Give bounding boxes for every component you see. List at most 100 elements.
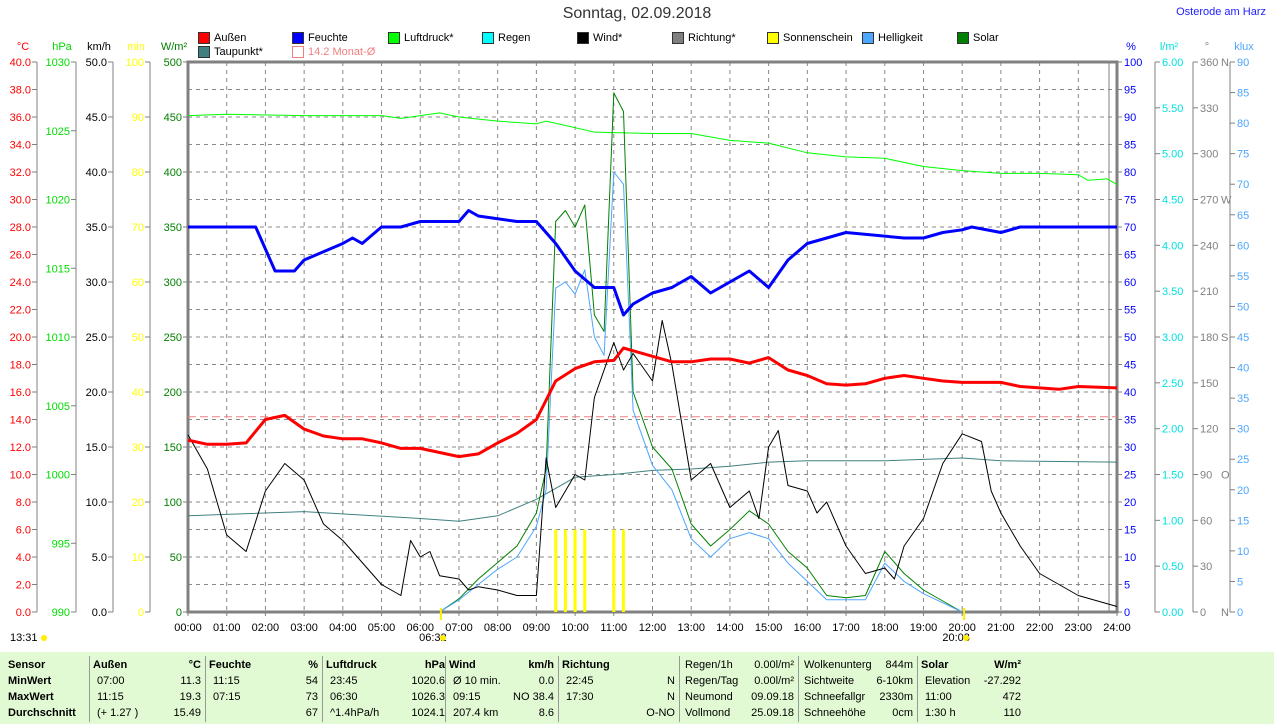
axis-tick-label: 22.0 [10, 305, 31, 317]
axis-tick-label: 25 [1237, 454, 1249, 466]
axis-tick-label: 1030 [46, 57, 70, 69]
axis-tick-label: 38.0 [10, 85, 31, 97]
x-tick-label: 08:00 [484, 622, 512, 634]
axis-tick-label: 4.00 [1162, 240, 1183, 252]
table-cell: N [667, 675, 675, 687]
axis-tick-label: 0.0 [92, 607, 107, 619]
table-cell: 0.0 [538, 675, 554, 687]
axis-tick-label: 45 [1124, 360, 1136, 372]
axis-tick-label: 15.0 [86, 442, 107, 454]
axis-tick-label: 0.50 [1162, 561, 1183, 573]
axis-tick-label: 20.0 [10, 332, 31, 344]
legend-swatch [672, 32, 684, 44]
axis-tick-label: 35.0 [86, 222, 107, 234]
location-label[interactable]: Osterode am Harz [1176, 6, 1266, 18]
table-cell: 1020.6 [411, 675, 445, 687]
legend-swatch [957, 32, 969, 44]
axis-tick-label: 20 [1124, 497, 1136, 509]
axis-tick-label: 270 [1200, 195, 1218, 207]
table-cell: Luftdruck [326, 659, 377, 671]
x-tick-label: 18:00 [871, 622, 899, 634]
x-tick-label: 01:00 [213, 622, 241, 634]
x-tick-label: 05:00 [368, 622, 396, 634]
axis-tick-label: 8.0 [16, 497, 31, 509]
axis-tick-label: 150 [1200, 378, 1218, 390]
table-cell: Richtung [562, 659, 610, 671]
axis-tick-label: 100 [126, 57, 144, 69]
page-title: Sonntag, 02.09.2018 [562, 5, 712, 22]
axis-tick-label: 30 [132, 442, 144, 454]
axis-tick-label: 4.0 [16, 552, 31, 564]
table-cell: km/h [528, 659, 554, 671]
compass-label: W [1221, 195, 1232, 207]
table-cell: 472 [1002, 691, 1021, 703]
table-cell: 54 [305, 675, 318, 687]
table-cell: 07:00 [97, 675, 125, 687]
axis-tick-label: 1000 [46, 470, 70, 482]
axis-tick-label: 20.0 [86, 387, 107, 399]
legend-item[interactable]: 14.2 Monat-Ø [292, 46, 375, 58]
table-cell: (+ 1.27 ) [97, 707, 139, 719]
table-cell: 1:30 h [925, 707, 956, 719]
x-tick-label: 15:00 [755, 622, 783, 634]
table-cell: 0.00l/m² [754, 675, 794, 687]
legend-item[interactable]: Taupunkt* [198, 46, 263, 58]
axis-tick-label: 210 [1200, 286, 1218, 298]
axis-tick-label: 10 [1124, 552, 1136, 564]
series-helligkeit [439, 171, 963, 613]
legend-item[interactable]: Sonnenschein [767, 32, 853, 44]
axis-tick-label: 150 [164, 442, 182, 454]
axis-unit-solar: W/m² [161, 41, 188, 53]
column-divider [917, 656, 918, 722]
axis-tick-label: 45 [1237, 332, 1249, 344]
axis-tick-label: 3.00 [1162, 332, 1183, 344]
axis-tick-label: 50 [1237, 301, 1249, 313]
x-tick-label: 00:00 [174, 622, 202, 634]
axis-tick-label: 70 [1237, 179, 1249, 191]
axis-tick-label: 20 [1237, 485, 1249, 497]
legend-item[interactable]: Außen [198, 32, 246, 44]
axis-tick-label: 10.0 [86, 497, 107, 509]
axis-tick-label: 5.50 [1162, 103, 1183, 115]
sunshine-bar [621, 529, 625, 612]
axis-tick-label: 50 [170, 552, 182, 564]
table-cell: Feuchte [209, 659, 252, 671]
axis-tick-label: 12.0 [10, 442, 31, 454]
legend-item[interactable]: Feuchte [292, 32, 348, 44]
axis-tick-label: 85 [1124, 140, 1136, 152]
axis-tick-label: 34.0 [10, 140, 31, 152]
axis-tick-label: 95 [1124, 85, 1136, 97]
axis-tick-label: 30 [1124, 442, 1136, 454]
legend-item[interactable]: Regen [482, 32, 530, 44]
x-tick-label: 23:00 [1065, 622, 1093, 634]
series-solar [439, 92, 963, 613]
axis-tick-label: 200 [164, 387, 182, 399]
axis-tick-label: 55 [1237, 271, 1249, 283]
axis-tick-label: 1005 [46, 401, 70, 413]
legend-item[interactable]: Luftdruck* [388, 32, 454, 44]
weather-chart: 0.0 2.0 4.0 6.0 8.0 10.0 12.0 14.0 16.0 18.0 20.0 2… [10, 41, 1255, 644]
table-cell: 15.49 [173, 707, 201, 719]
legend-item[interactable]: Richtung* [672, 32, 736, 44]
axis-tick-label: 45.0 [86, 112, 107, 124]
legend-item[interactable]: Solar [957, 32, 999, 44]
table-cell: 11:15 [213, 675, 240, 687]
table-cell: Wolkenunterg [804, 659, 872, 671]
compass-label: N [1221, 57, 1229, 69]
table-cell: Ø 10 min. [453, 675, 501, 687]
axis-tick-label: 25.0 [86, 332, 107, 344]
column-divider [445, 656, 446, 722]
legend-item[interactable]: Wind* [577, 32, 622, 44]
sunshine-bar [612, 529, 616, 612]
axis-tick-label: 5 [1237, 576, 1243, 588]
axis-tick-label: 30.0 [86, 277, 107, 289]
axis-tick-label: 40.0 [86, 167, 107, 179]
axis-tick-label: 2.50 [1162, 378, 1183, 390]
legend-item[interactable]: Helligkeit [862, 32, 923, 44]
axis-tick-label: 75 [1237, 149, 1249, 161]
axis-tick-label: 1015 [46, 263, 70, 275]
x-tick-label: 07:00 [445, 622, 473, 634]
legend-swatch [292, 46, 304, 58]
axis-tick-label: 1020 [46, 195, 70, 207]
axis-tick-label: 80 [1237, 118, 1249, 130]
